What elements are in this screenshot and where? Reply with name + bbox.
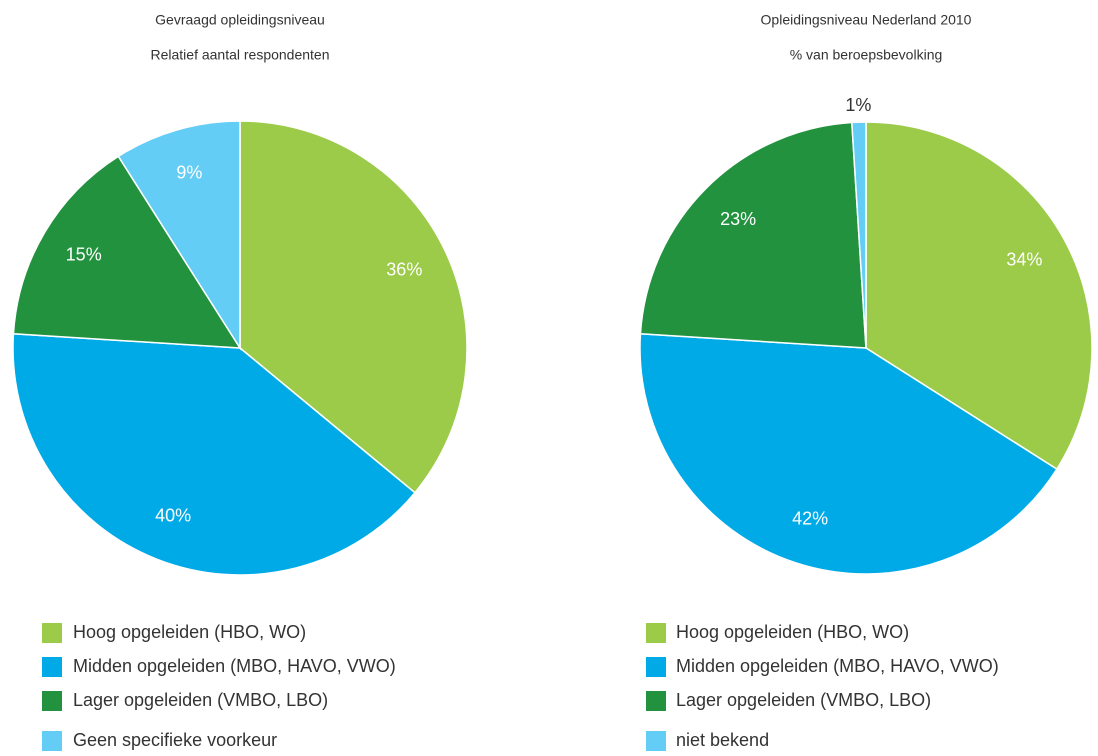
legend-label: Hoog opgeleiden (HBO, WO) bbox=[73, 622, 306, 642]
legend-label: Midden opgeleiden (MBO, HAVO, VWO) bbox=[676, 656, 999, 676]
legend-swatch bbox=[42, 623, 62, 643]
value-label: 1% bbox=[845, 95, 871, 115]
pie-slice bbox=[639, 121, 867, 349]
pie-slice bbox=[865, 121, 1093, 471]
chart-subtitle: % van beroepsbevolking bbox=[790, 47, 943, 63]
chart-title: Gevraagd opleidingsniveau bbox=[155, 12, 325, 28]
chart-title: Opleidingsniveau Nederland 2010 bbox=[761, 12, 972, 28]
value-label: 42% bbox=[792, 509, 828, 529]
legend-swatch bbox=[42, 731, 62, 751]
pie-slice bbox=[12, 155, 242, 349]
legend-swatch bbox=[42, 657, 62, 677]
pie-slice bbox=[851, 121, 867, 349]
pie-slice bbox=[639, 333, 1058, 575]
value-label: 34% bbox=[1006, 250, 1042, 270]
legend-swatch bbox=[646, 731, 666, 751]
legend-swatch bbox=[42, 691, 62, 711]
pie-slice bbox=[12, 332, 416, 576]
legend-label: Midden opgeleiden (MBO, HAVO, VWO) bbox=[73, 656, 396, 676]
legend-label: Hoog opgeleiden (HBO, WO) bbox=[676, 622, 909, 642]
legend-label: Geen specifieke voorkeur bbox=[73, 730, 277, 750]
chart-subtitle: Relatief aantal respondenten bbox=[150, 47, 329, 63]
legend-swatch bbox=[646, 691, 666, 711]
value-label: 40% bbox=[155, 506, 191, 526]
legend-label: niet bekend bbox=[676, 730, 769, 750]
pie-slice bbox=[117, 120, 241, 351]
value-label: 36% bbox=[386, 259, 422, 279]
legend-swatch bbox=[646, 623, 666, 643]
value-label: 23% bbox=[720, 209, 756, 229]
pie-slice bbox=[239, 120, 468, 494]
legend-swatch bbox=[646, 657, 666, 677]
value-label: 15% bbox=[66, 244, 102, 264]
value-label: 9% bbox=[176, 162, 202, 182]
legend-label: Lager opgeleiden (VMBO, LBO) bbox=[676, 690, 931, 710]
legend-label: Lager opgeleiden (VMBO, LBO) bbox=[73, 690, 328, 710]
